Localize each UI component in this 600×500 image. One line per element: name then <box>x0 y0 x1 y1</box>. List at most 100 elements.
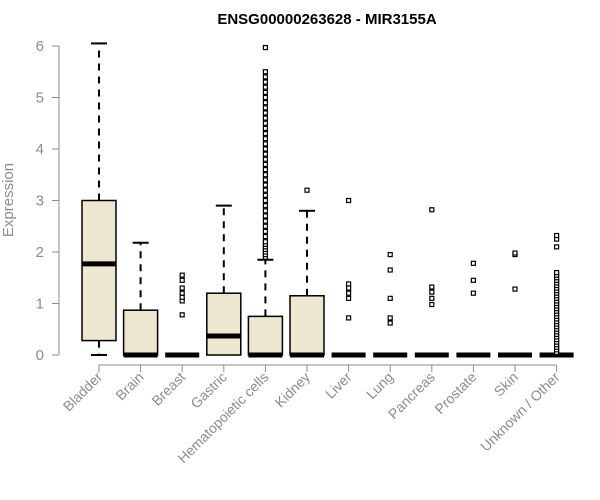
outlier-point <box>262 136 268 142</box>
x-tick-label: Bladder <box>60 369 106 415</box>
y-tick-label: 1 <box>36 296 44 313</box>
outlier-point <box>262 79 268 85</box>
box-group <box>165 272 200 358</box>
outlier-point <box>262 203 268 209</box>
y-tick-label: 6 <box>36 38 44 55</box>
outlier-point <box>262 218 268 224</box>
x-tick-label: Breast <box>148 369 188 409</box>
outlier-point <box>262 84 268 90</box>
outlier-point <box>262 115 268 121</box>
box-iqr <box>247 315 284 356</box>
outlier-point <box>429 207 435 213</box>
outlier-point <box>179 294 185 300</box>
x-tick-label: Lung <box>363 369 396 402</box>
outlier-point <box>387 295 393 301</box>
outlier-point <box>387 267 393 273</box>
outlier-point <box>179 312 185 318</box>
outlier-point <box>304 187 310 193</box>
box-iqr <box>122 309 159 356</box>
outlier-point <box>470 260 476 266</box>
box-group <box>498 250 532 358</box>
outlier-point <box>262 213 268 219</box>
y-axis-label: Expression <box>0 163 17 237</box>
outlier-point <box>262 161 268 168</box>
outlier-point <box>262 156 268 162</box>
outlier-point <box>429 301 435 308</box>
outlier-point <box>262 177 268 183</box>
outlier-point <box>512 286 518 292</box>
box-iqr <box>289 295 325 356</box>
outlier-point <box>262 74 268 80</box>
outlier-point <box>262 239 268 245</box>
box-group <box>289 187 325 358</box>
outlier-point <box>262 223 268 229</box>
outlier-point <box>179 277 185 283</box>
y-tick-label: 3 <box>36 193 44 210</box>
outlier-point <box>553 232 560 239</box>
outlier-point <box>262 94 268 101</box>
box-group <box>122 241 159 358</box>
outlier-point <box>262 105 268 111</box>
x-tick-label: Kidney <box>272 369 314 411</box>
outlier-point <box>387 251 393 258</box>
outlier-point <box>553 270 560 276</box>
x-tick-label: Brain <box>112 369 146 403</box>
outlier-point <box>470 277 476 283</box>
outlier-point <box>262 208 268 214</box>
box-group <box>539 232 574 358</box>
outlier-point <box>179 272 185 278</box>
outlier-point <box>470 290 476 296</box>
y-tick-label: 4 <box>36 141 44 158</box>
plot-area <box>81 42 574 358</box>
outlier-point <box>262 44 268 51</box>
outlier-point <box>262 192 268 198</box>
y-tick-label: 2 <box>36 244 44 261</box>
outlier-point <box>346 290 352 296</box>
box-iqr <box>206 292 242 356</box>
outlier-point <box>262 182 268 188</box>
outlier-point <box>346 197 352 204</box>
outlier-point <box>262 228 268 234</box>
outlier-point <box>262 69 268 75</box>
outlier-point <box>346 315 352 321</box>
box-group <box>456 260 491 358</box>
outlier-point <box>262 120 268 126</box>
outlier-point <box>262 130 268 137</box>
outlier-point <box>262 125 268 132</box>
outlier-point <box>262 89 268 95</box>
outlier-point <box>387 315 393 321</box>
outlier-point <box>262 146 268 152</box>
outlier-point <box>262 187 268 193</box>
x-tick-label: Unknown / Other <box>477 369 563 455</box>
chart-title: ENSG00000263628 - MIR3155A <box>217 11 436 28</box>
outlier-point <box>262 110 268 116</box>
outlier-point <box>179 285 185 291</box>
outlier-point <box>262 172 268 178</box>
x-tick-label: Prostate <box>431 369 479 417</box>
y-axis: 0 1 2 3 4 5 6 <box>36 38 60 364</box>
y-tick-label: 0 <box>36 347 44 364</box>
box-group <box>331 197 366 358</box>
outlier-point <box>346 295 352 301</box>
outlier-point <box>262 141 268 147</box>
box-group <box>81 42 117 356</box>
outlier-point <box>262 100 268 106</box>
x-tick-label: Liver <box>322 369 355 402</box>
outlier-point <box>262 233 268 240</box>
outlier-point <box>429 295 435 301</box>
outlier-point <box>346 285 352 291</box>
box-group <box>414 207 449 358</box>
outlier-point <box>262 197 268 204</box>
outlier-point <box>387 320 393 326</box>
box-iqr <box>81 199 117 342</box>
outlier-point <box>262 167 268 173</box>
outlier-point <box>346 281 352 287</box>
x-tick-label: Skin <box>491 369 522 400</box>
box-group <box>373 251 408 358</box>
y-tick-label: 5 <box>36 90 44 107</box>
box-group <box>247 44 284 358</box>
outlier-point <box>429 284 435 290</box>
box-group <box>206 204 242 356</box>
